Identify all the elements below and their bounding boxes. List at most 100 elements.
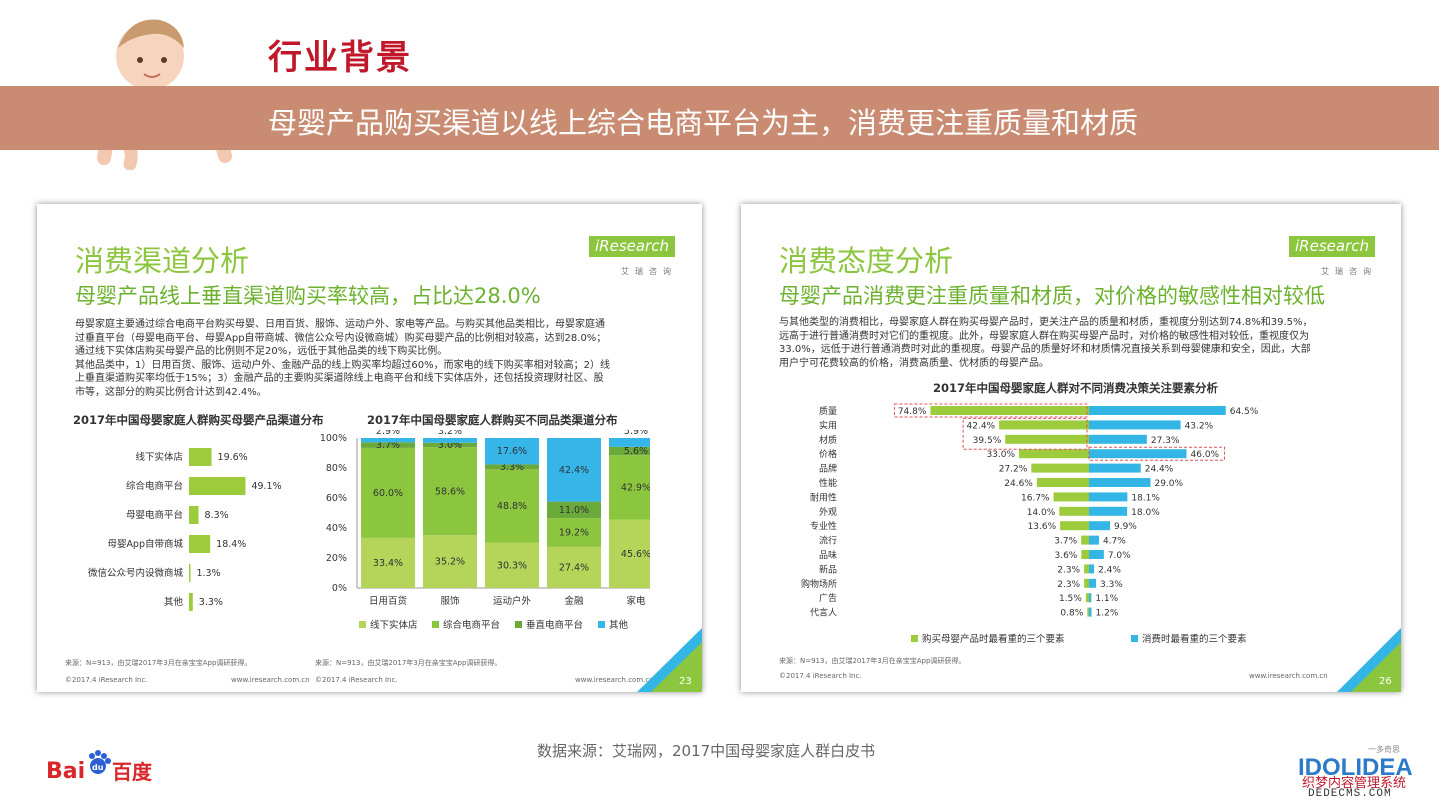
bar-right bbox=[1089, 478, 1151, 487]
copyright: ©2017.4 iResearch Inc. bbox=[779, 672, 862, 680]
baidu-logo: Bai du 百度 bbox=[46, 748, 166, 792]
y-tick-label: 80% bbox=[326, 463, 347, 474]
category-label: 母婴电商平台 bbox=[126, 509, 183, 521]
bar-left bbox=[1081, 535, 1089, 545]
segment-label: 19.2% bbox=[559, 528, 589, 539]
data-source: 数据来源：艾瑞网，2017中国母婴家庭人群白皮书 bbox=[537, 742, 876, 760]
category-label: 实用 bbox=[819, 419, 837, 431]
category-label: 耐用性 bbox=[810, 491, 837, 503]
category-label: 日用百货 bbox=[369, 595, 407, 607]
y-tick-label: 60% bbox=[326, 493, 347, 504]
legend-swatch bbox=[359, 621, 366, 628]
value-label: 27.3% bbox=[1151, 436, 1180, 446]
value-label: 13.6% bbox=[1028, 522, 1057, 532]
slide-consumption-attitude: 消费态度分析 母婴产品消费更注重质量和材质，对价格的敏感性相对较低 iResea… bbox=[741, 204, 1401, 692]
highlight-box bbox=[1088, 446, 1226, 461]
headline-text: 母婴产品购买渠道以线上综合电商平台为主，消费更注重质量和材质 bbox=[268, 106, 1139, 140]
bar-left bbox=[1053, 492, 1089, 502]
value-label: 0.8% bbox=[1060, 609, 1083, 619]
value-label: 14.0% bbox=[1027, 508, 1056, 518]
source-note: 来源：N=913，由艾瑞2017年3月在亲宝宝App调研获得。 bbox=[779, 657, 966, 665]
value-label: 18.0% bbox=[1131, 508, 1160, 518]
attitude-diverging-chart: 74.8% 64.5% 质量 42.4% 43.2% 实用 39.5% 27.3% 材质 33.0… bbox=[801, 403, 1259, 645]
value-label: 2.4% bbox=[1098, 565, 1121, 575]
chart-title: 2017年中国母婴家庭人群购买不同品类渠道分布 bbox=[367, 413, 618, 427]
slide-title: 消费渠道分析 bbox=[75, 244, 250, 278]
value-label: 24.6% bbox=[1004, 479, 1033, 489]
segment-label: 11.0% bbox=[559, 505, 589, 516]
stack-segment bbox=[547, 501, 601, 519]
segment-label: 35.2% bbox=[435, 557, 465, 568]
bar bbox=[189, 477, 246, 495]
bar-right bbox=[1089, 463, 1141, 473]
bar-right bbox=[1089, 593, 1092, 603]
value-label: 33.0% bbox=[986, 450, 1015, 460]
segment-label: 3.0% bbox=[438, 440, 462, 451]
stack-segment bbox=[485, 464, 539, 470]
bar-left bbox=[1031, 463, 1089, 473]
stack-segment bbox=[423, 442, 477, 448]
stack-segment bbox=[609, 519, 650, 588]
legend-label: 其他 bbox=[609, 619, 629, 631]
segment-label: 17.6% bbox=[497, 446, 527, 457]
value-label: 18.4% bbox=[216, 539, 246, 550]
value-label: 16.7% bbox=[1021, 493, 1050, 503]
category-label: 服饰 bbox=[440, 595, 459, 607]
page-number: 23 bbox=[679, 676, 692, 687]
value-label: 4.7% bbox=[1103, 537, 1126, 547]
bar-right bbox=[1089, 492, 1128, 502]
bar-right bbox=[1089, 550, 1104, 559]
bar-right bbox=[1089, 521, 1110, 531]
stack-segment bbox=[361, 447, 415, 538]
legend-label: 购买母婴产品时最看重的三个要素 bbox=[922, 633, 1065, 645]
paragraph: 与其他类型的消费相比，母婴家庭人群在购买母婴产品时，更关注产品的质量和材质，重视… bbox=[779, 317, 1313, 369]
value-label: 74.8% bbox=[898, 407, 927, 417]
value-label: 7.0% bbox=[1108, 551, 1131, 561]
channel-bar-chart: 线下实体店 19.6% 综合电商平台 49.1% 母婴电商平台 8.3% 母婴App自带商城… bbox=[88, 448, 282, 611]
bar-right bbox=[1089, 434, 1147, 444]
category-stacked-chart: 0% 20% 40% 60% 80% 100% 33.4% 60.0% 3.7% 2.9% 日用百货… bbox=[320, 430, 650, 631]
legend-swatch bbox=[432, 621, 439, 628]
source-note: 来源：N=913，由艾瑞2017年3月在亲宝宝App调研获得。 bbox=[315, 659, 502, 667]
bar-right bbox=[1089, 406, 1226, 415]
copyright: ©2017.4 iResearch Inc. bbox=[315, 676, 398, 684]
chart-title: 2017年中国母婴家庭人群对不同消费决策关注要素分析 bbox=[933, 381, 1219, 395]
category-label: 金融 bbox=[564, 595, 584, 607]
bar bbox=[189, 448, 212, 466]
svg-text:du: du bbox=[92, 763, 104, 772]
category-label: 其他 bbox=[164, 596, 184, 608]
category-label: 价格 bbox=[819, 448, 837, 460]
stack-segment bbox=[485, 438, 539, 465]
value-label: 1.2% bbox=[1096, 609, 1119, 619]
stack-segment bbox=[361, 438, 415, 443]
stack-segment bbox=[361, 442, 415, 448]
highlight-box bbox=[962, 417, 1088, 450]
website: www.iresearch.com.cn bbox=[575, 676, 654, 684]
stack-segment bbox=[423, 535, 477, 588]
bar bbox=[189, 506, 199, 524]
segment-label: 3.2% bbox=[438, 430, 462, 437]
segment-label: 3.7% bbox=[376, 440, 400, 451]
legend-swatch bbox=[911, 635, 918, 642]
value-label: 29.0% bbox=[1154, 479, 1183, 489]
iresearch-logo: iResearch bbox=[589, 236, 675, 257]
stack-segment bbox=[485, 469, 539, 543]
legend-swatch bbox=[1131, 635, 1138, 642]
category-label: 专业性 bbox=[810, 520, 837, 532]
value-label: 46.0% bbox=[1191, 450, 1220, 460]
website: www.iresearch.com.cn bbox=[231, 676, 310, 684]
bar bbox=[189, 564, 191, 582]
paragraph: 母婴家庭主要通过综合电商平台购买母婴、日用百货、服饰、运动户外、家电等产品。与购… bbox=[75, 319, 610, 398]
segment-label: 58.6% bbox=[435, 486, 465, 497]
headline-banner bbox=[0, 86, 1439, 150]
value-label: 1.1% bbox=[1095, 594, 1118, 604]
legend-swatch bbox=[598, 621, 605, 628]
value-label: 2.3% bbox=[1057, 580, 1080, 590]
bar-right bbox=[1089, 449, 1187, 459]
category-label: 材质 bbox=[819, 434, 837, 446]
category-label: 品味 bbox=[819, 549, 837, 561]
bar-left bbox=[1059, 506, 1089, 516]
segment-label: 27.4% bbox=[559, 562, 589, 573]
corner-decoration bbox=[637, 628, 702, 692]
website: www.iresearch.com.cn bbox=[1249, 672, 1328, 680]
